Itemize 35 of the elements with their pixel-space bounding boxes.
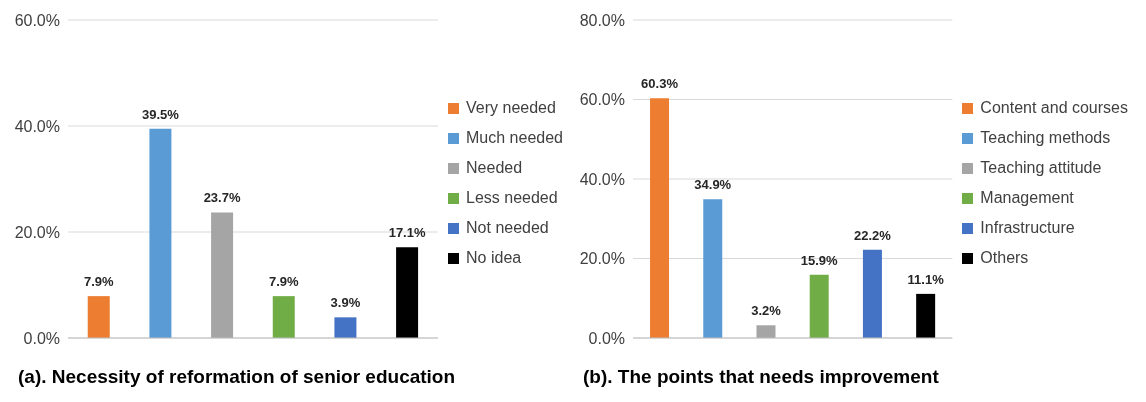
y-tick-label: 40.0% bbox=[579, 170, 625, 188]
data-label: 7.9% bbox=[83, 274, 114, 290]
legend-label: Less needed bbox=[466, 188, 558, 208]
y-tick-label: 60.0% bbox=[14, 11, 60, 29]
data-label: 22.2% bbox=[853, 227, 892, 243]
y-tick-label: 60.0% bbox=[579, 91, 625, 109]
data-label: 60.3% bbox=[641, 76, 679, 92]
legend-label: Not needed bbox=[466, 218, 549, 238]
legend-label: Management bbox=[980, 188, 1074, 208]
data-label: 11.1% bbox=[907, 271, 945, 287]
legend-label: Much needed bbox=[466, 128, 563, 148]
legend-label: Teaching attitude bbox=[980, 158, 1102, 178]
data-label: 39.5% bbox=[141, 106, 180, 122]
data-label: 34.9% bbox=[694, 177, 732, 193]
legend-label: Content and courses bbox=[980, 98, 1128, 118]
legend-label: Very needed bbox=[466, 98, 556, 118]
y-tick-label: 40.0% bbox=[14, 117, 60, 135]
legend-label: Teaching methods bbox=[980, 128, 1111, 148]
data-label: 15.9% bbox=[800, 252, 839, 268]
data-label: 3.2% bbox=[751, 303, 782, 319]
legend-label: Others bbox=[980, 248, 1029, 268]
legend-label: Needed bbox=[466, 158, 523, 178]
data-label: 7.9% bbox=[268, 274, 299, 290]
legend-label: Infrastructure bbox=[980, 218, 1075, 238]
data-label: 3.9% bbox=[330, 295, 361, 311]
y-tick-label: 0.0% bbox=[588, 329, 625, 347]
legend-label: No idea bbox=[466, 248, 522, 268]
data-label: 23.7% bbox=[203, 190, 241, 206]
y-tick-label: 20.0% bbox=[14, 223, 60, 241]
y-tick-label: 20.0% bbox=[579, 250, 625, 268]
y-tick-label: 80.0% bbox=[579, 11, 625, 29]
y-tick-label: 0.0% bbox=[23, 329, 60, 347]
text: (a). Necessity of reformation of senior education bbox=[17, 366, 457, 388]
text: (b). The points that needs improvement bbox=[582, 366, 940, 388]
data-label: 17.1% bbox=[388, 225, 426, 241]
